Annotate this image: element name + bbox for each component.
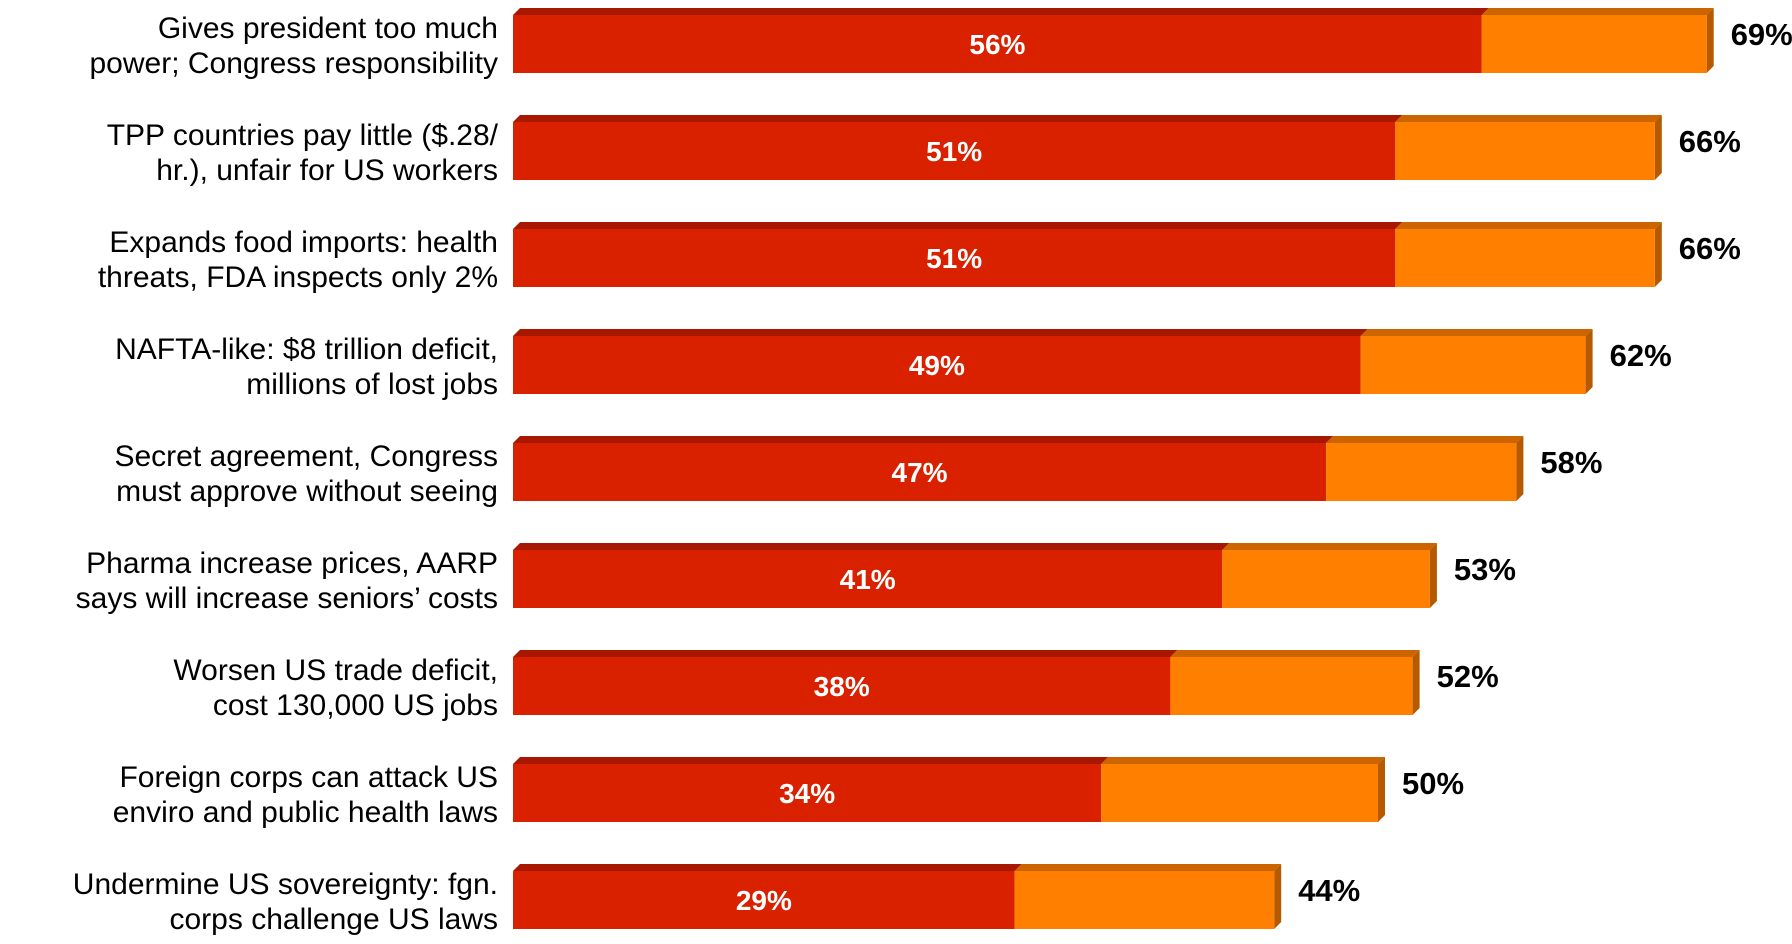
bar-inner-segment	[513, 550, 1223, 608]
bar-side-face	[1585, 329, 1593, 394]
total-value-label: 66%	[1679, 231, 1741, 266]
category-label-line: corps challenge US laws	[170, 903, 499, 936]
category-label-line: enviro and public health laws	[113, 796, 498, 829]
bar-outer-segment	[1222, 550, 1430, 608]
category-label-line: Foreign corps can attack US	[119, 761, 498, 794]
bar-inner-segment	[513, 336, 1361, 394]
total-value-label: 69%	[1731, 17, 1792, 52]
total-value-label: 52%	[1437, 659, 1499, 694]
category-label: TPP countries pay little ($.28/hr.), unf…	[107, 119, 499, 187]
bar-inner-segment	[513, 657, 1171, 715]
category-label-line: NAFTA-like: $8 trillion deficit,	[115, 333, 498, 366]
bar-outer-top-face	[1481, 8, 1714, 15]
bar-side-face	[1429, 543, 1437, 608]
inner-value-label: 41%	[840, 564, 896, 595]
total-value-label: 50%	[1402, 766, 1464, 801]
category-label-line: threats, FDA inspects only 2%	[98, 261, 498, 294]
bar-outer-top-face	[1014, 864, 1282, 871]
category-label: Gives president too much power; Congress …	[89, 12, 498, 80]
bar-inner-top-face	[513, 115, 1403, 122]
bar-outer-top-face	[1326, 436, 1524, 443]
category-label-line: Undermine US sovereignty: fgn.	[73, 868, 498, 901]
total-value-label: 58%	[1540, 445, 1602, 480]
category-label-line: millions of lost jobs	[246, 368, 498, 401]
bar-inner-segment	[513, 443, 1327, 501]
category-label-line: hr.), unfair for US workers	[156, 154, 498, 187]
bar-inner-segment	[513, 15, 1482, 73]
inner-value-label: 51%	[926, 243, 982, 274]
bar-side-face	[1378, 757, 1385, 822]
category-label-line: says will increase seniors’ costs	[76, 582, 498, 615]
total-value-label: 66%	[1679, 124, 1741, 159]
category-label-line: Secret agreement, Congress	[114, 440, 498, 473]
bar-outer-segment	[1014, 871, 1275, 929]
bar-outer-segment	[1481, 15, 1707, 73]
bar-side-face	[1654, 115, 1662, 180]
bar-inner-segment	[513, 122, 1396, 180]
bar-outer-top-face	[1170, 650, 1420, 657]
bar-outer-top-face	[1101, 757, 1385, 764]
category-label: NAFTA-like: $8 trillion deficit, millions…	[115, 333, 498, 401]
category-label: Worsen US trade deficit, cost 130,000 US …	[173, 654, 498, 722]
bar-inner-top-face	[513, 757, 1109, 764]
inner-value-label: 47%	[892, 457, 948, 488]
inner-value-label: 34%	[779, 778, 835, 809]
bar-side-face	[1412, 650, 1420, 715]
category-label-line: Expands food imports: health	[109, 226, 498, 259]
inner-value-label: 38%	[814, 671, 870, 702]
bar-outer-segment	[1360, 336, 1586, 394]
category-label-line: must approve without seeing	[116, 475, 498, 508]
category-label-line: Gives president too much	[158, 12, 498, 45]
category-label-line: cost 130,000 US jobs	[213, 689, 498, 722]
total-value-label: 44%	[1298, 873, 1360, 908]
bar-outer-segment	[1101, 764, 1378, 822]
category-label: Expands food imports: health threats, FDA…	[98, 226, 498, 294]
category-label: Pharma increase prices, AARP says will in…	[76, 547, 498, 615]
bar-inner-top-face	[513, 8, 1489, 15]
bar-outer-top-face	[1222, 543, 1437, 550]
bar-outer-segment	[1395, 229, 1655, 287]
inner-value-label: 56%	[969, 29, 1025, 60]
category-label-line: power; Congress responsibility	[89, 47, 498, 80]
inner-value-label: 49%	[909, 350, 965, 381]
bar-outer-top-face	[1360, 329, 1593, 336]
bar-inner-top-face	[513, 650, 1178, 657]
bar-side-face	[1516, 436, 1524, 501]
bar-side-face	[1654, 222, 1662, 287]
category-label: Undermine US sovereignty: fgn. corps chal…	[73, 868, 498, 936]
bar-inner-segment	[513, 871, 1015, 929]
bar-side-face	[1706, 8, 1714, 73]
category-label: Foreign corps can attack US enviro and pu…	[113, 761, 498, 829]
bar-outer-segment	[1326, 443, 1517, 501]
bar-outer-segment	[1170, 657, 1413, 715]
bar-side-face	[1274, 864, 1282, 929]
bar-inner-segment	[513, 229, 1396, 287]
category-label: Secret agreement, Congress must approve w…	[114, 440, 498, 508]
bar-outer-segment	[1395, 122, 1655, 180]
bar-inner-top-face	[513, 329, 1368, 336]
bar-inner-segment	[513, 764, 1102, 822]
bar-outer-top-face	[1395, 115, 1662, 122]
total-value-label: 53%	[1454, 552, 1516, 587]
bar-inner-top-face	[513, 543, 1230, 550]
bar-outer-top-face	[1395, 222, 1662, 229]
total-value-label: 62%	[1610, 338, 1672, 373]
category-label-line: Pharma increase prices, AARP	[86, 547, 498, 580]
category-label-line: Worsen US trade deficit,	[173, 654, 498, 687]
bar-inner-top-face	[513, 864, 1022, 871]
bar-inner-top-face	[513, 222, 1403, 229]
category-label-line: TPP countries pay little ($.28/	[107, 119, 499, 152]
bar-inner-top-face	[513, 436, 1334, 443]
inner-value-label: 29%	[736, 885, 792, 916]
inner-value-label: 51%	[926, 136, 982, 167]
